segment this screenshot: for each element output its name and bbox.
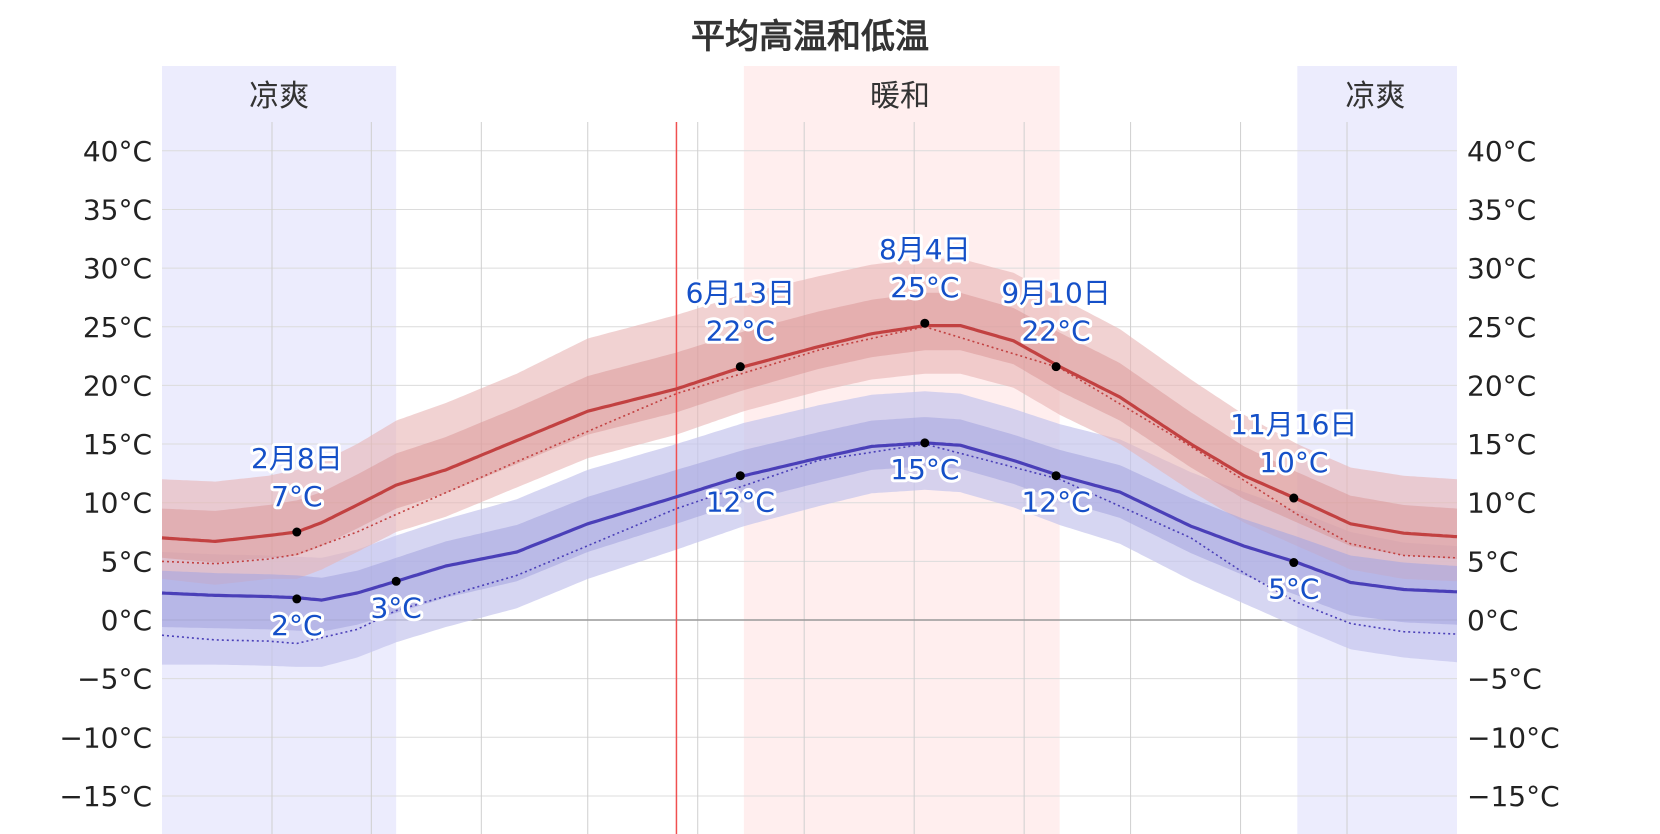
y-tick-right-11: −15°C: [1467, 780, 1560, 813]
high-band-p10-p90: [162, 258, 1457, 585]
annotation-point-1: [292, 594, 302, 604]
y-tick-right-4: 20°C: [1467, 369, 1536, 402]
high-normal-line: [161, 325, 1458, 565]
season-label-cool-0: 凉爽: [249, 79, 309, 114]
annotation-value-6: 15°C: [890, 453, 959, 486]
annotation-point-9: [1289, 493, 1299, 503]
annotation-date-9: 11月16日: [1230, 408, 1357, 441]
season-band-cool-2: [1297, 66, 1457, 834]
y-tick-right-10: −10°C: [1467, 721, 1560, 754]
y-tick-right-2: 30°C: [1467, 252, 1536, 285]
y-tick-right-3: 25°C: [1467, 311, 1536, 344]
annotation-point-4: [735, 471, 745, 481]
annotation-point-5: [920, 318, 930, 328]
high-band-p25-p75: [162, 292, 1457, 563]
y-tick-left-4: 20°C: [83, 369, 152, 402]
annotation-point-8: [1051, 471, 1061, 481]
annotation-value-2: 3°C: [370, 591, 421, 624]
annotation-value-1: 2°C: [271, 609, 322, 642]
annotations: 7°C 2月8日 2°C 3°C 22°C 6月13日 12°C 25°C 8月4日 15°C 22…: [248, 230, 1360, 645]
annotation-value-0: 7°C: [271, 480, 322, 513]
y-axis-ticks: 40°C 40°C 35°C 35°C 30°C 30°C 25°C 25°C 20°C 20°C…: [59, 135, 1559, 813]
series-lines: [161, 324, 1458, 645]
annotation-point-3: [735, 362, 745, 372]
y-tick-left-10: −10°C: [59, 721, 152, 754]
y-tick-right-0: 40°C: [1467, 135, 1536, 168]
y-tick-right-8: 0°C: [1467, 604, 1518, 637]
high-temperature-line: [161, 324, 1458, 543]
annotation-value-7: 22°C: [1021, 315, 1090, 348]
low-normal-line: [161, 443, 1458, 645]
annotation-date-3: 6月13日: [686, 277, 795, 310]
season-label-cool-2: 凉爽: [1345, 79, 1405, 114]
annotation-point-2: [391, 576, 401, 586]
annotation-value-4: 12°C: [706, 486, 775, 519]
y-tick-left-0: 40°C: [83, 135, 152, 168]
annotation-value-9: 10°C: [1259, 446, 1328, 479]
y-tick-left-1: 35°C: [83, 193, 152, 226]
y-tick-left-2: 30°C: [83, 252, 152, 285]
y-tick-left-5: 15°C: [83, 428, 152, 461]
annotation-date-5: 8月4日: [879, 233, 971, 266]
y-tick-left-11: −15°C: [59, 780, 152, 813]
y-tick-right-9: −5°C: [1467, 663, 1542, 696]
annotation-value-10: 5°C: [1268, 573, 1319, 606]
percentile-bands: [162, 258, 1457, 667]
annotation-date-0: 2月8日: [251, 442, 343, 475]
y-tick-left-8: 0°C: [101, 604, 152, 637]
annotation-point-6: [920, 438, 930, 448]
annotation-date-7: 9月10日: [1001, 277, 1110, 310]
annotation-value-3: 22°C: [706, 315, 775, 348]
annotation-point-10: [1289, 558, 1299, 568]
annotation-point-7: [1051, 362, 1061, 372]
y-tick-right-1: 35°C: [1467, 193, 1536, 226]
y-tick-left-7: 5°C: [101, 545, 152, 578]
season-label-warm-1: 暖和: [870, 79, 930, 114]
y-tick-left-3: 25°C: [83, 311, 152, 344]
annotation-value-8: 12°C: [1021, 486, 1090, 519]
y-tick-left-6: 10°C: [83, 487, 152, 520]
low-band-p10-p90: [162, 391, 1457, 667]
y-tick-left-9: −5°C: [77, 663, 152, 696]
low-band-p25-p75: [162, 417, 1457, 632]
y-tick-right-7: 5°C: [1467, 545, 1518, 578]
chart-title: 平均高温和低温: [691, 17, 929, 57]
annotation-point-0: [292, 527, 302, 537]
y-tick-right-6: 10°C: [1467, 487, 1536, 520]
y-tick-right-5: 15°C: [1467, 428, 1536, 461]
low-temperature-line: [161, 441, 1458, 602]
annotation-value-5: 25°C: [890, 271, 959, 304]
